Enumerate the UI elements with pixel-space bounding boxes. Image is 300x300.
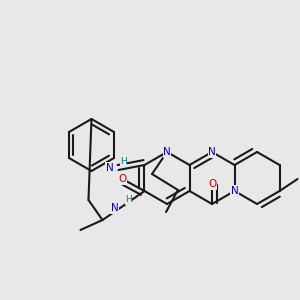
Text: H: H [125,196,132,205]
Text: N: N [111,203,119,213]
Text: N: N [106,163,113,173]
Text: N: N [208,147,216,157]
Text: N: N [231,186,239,196]
Text: O: O [118,174,127,184]
Text: H: H [120,158,127,166]
Text: N: N [163,147,171,157]
Text: O: O [208,179,216,189]
